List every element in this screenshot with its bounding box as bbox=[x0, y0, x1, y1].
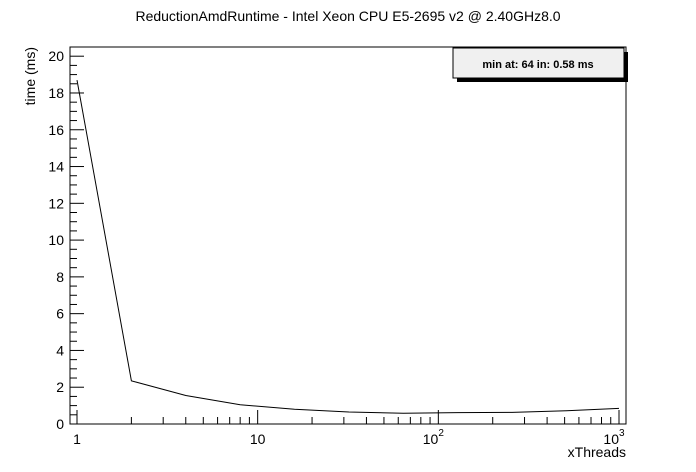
y-tick-label: 16 bbox=[48, 122, 64, 138]
x-tick-label: 1 bbox=[73, 431, 81, 447]
series-line bbox=[76, 80, 620, 414]
y-tick-label: 12 bbox=[48, 195, 64, 211]
y-tick-label: 14 bbox=[48, 159, 64, 175]
x-tick-label: 10 bbox=[423, 431, 439, 447]
x-axis-label: xThreads bbox=[568, 444, 626, 460]
x-tick-exponent: 3 bbox=[619, 428, 625, 439]
legend-text: min at: 64 in: 0.58 ms bbox=[482, 59, 593, 71]
chart-title: ReductionAmdRuntime - Intel Xeon CPU E5-… bbox=[135, 8, 560, 24]
y-tick-label: 10 bbox=[48, 232, 64, 248]
x-tick-exponent: 2 bbox=[438, 428, 444, 439]
plot-frame bbox=[69, 46, 627, 425]
y-tick-label: 2 bbox=[56, 379, 64, 395]
y-tick-label: 18 bbox=[48, 85, 64, 101]
y-tick-label: 6 bbox=[56, 306, 64, 322]
y-tick-label: 20 bbox=[48, 48, 64, 64]
y-tick-label: 8 bbox=[56, 269, 64, 285]
y-axis-ticks: 0 2 4 6 8 10 12 14 16 18 20 bbox=[48, 46, 84, 432]
y-axis-label: time (ms) bbox=[22, 47, 38, 105]
x-tick-label: 10 bbox=[603, 431, 619, 447]
y-tick-label: 4 bbox=[56, 342, 64, 358]
legend-box: min at: 64 in: 0.58 ms bbox=[452, 47, 628, 82]
x-axis-ticks: 1 10 10 2 10 3 bbox=[73, 410, 625, 447]
x-tick-label: 10 bbox=[250, 431, 266, 447]
y-tick-label: 0 bbox=[56, 416, 64, 432]
